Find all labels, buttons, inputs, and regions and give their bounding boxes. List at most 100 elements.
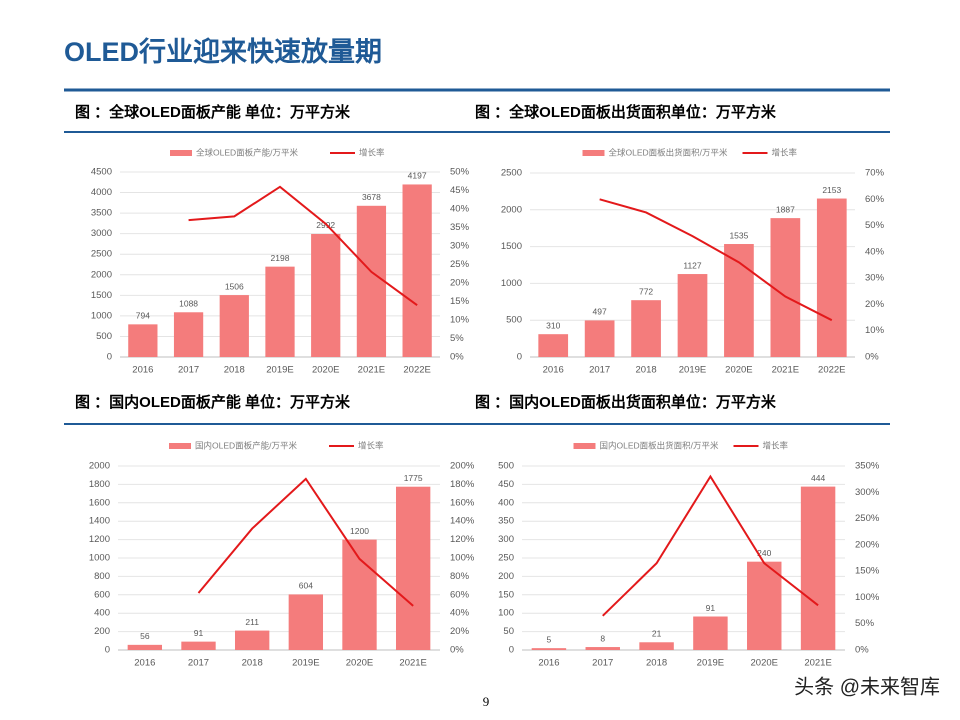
x-tick-label: 2019E	[266, 365, 293, 376]
y-tick-label: 2000	[91, 269, 112, 280]
x-tick-label: 2021E	[772, 365, 799, 376]
y-tick-label: 50	[503, 626, 514, 637]
legend-swatch	[169, 443, 191, 449]
y-tick-label: 500	[96, 331, 112, 342]
y-tick-label: 0	[107, 352, 112, 363]
y2-tick-label: 140%	[450, 516, 475, 527]
y-tick-label: 1500	[91, 290, 112, 301]
value-label: 1535	[729, 230, 748, 240]
y-tick-label: 1000	[89, 553, 110, 564]
y2-tick-label: 45%	[450, 185, 470, 196]
x-tick-label: 2016	[543, 365, 564, 376]
y2-tick-label: 100%	[450, 553, 475, 564]
x-tick-label: 2017	[592, 658, 613, 669]
bar	[770, 218, 801, 357]
bar	[631, 300, 661, 357]
bar	[311, 233, 341, 357]
page-number: 9	[483, 694, 490, 709]
bar	[747, 561, 782, 650]
y2-tick-label: 50%	[865, 220, 885, 231]
y-tick-label: 2500	[91, 249, 112, 260]
y2-tick-label: 300%	[855, 487, 880, 498]
value-label: 211	[245, 617, 259, 627]
value-label: 1088	[179, 299, 198, 309]
x-tick-label: 2019E	[292, 658, 319, 669]
value-label: 91	[706, 603, 716, 613]
y2-tick-label: 160%	[450, 497, 475, 508]
x-tick-label: 2020E	[751, 658, 778, 669]
y2-tick-label: 70%	[865, 168, 885, 179]
slide-title: OLED行业迎来快速放量期	[64, 36, 382, 67]
x-tick-label: 2018	[636, 365, 657, 376]
y-tick-label: 400	[94, 608, 110, 619]
bar	[181, 641, 216, 650]
y-tick-label: 500	[498, 461, 514, 472]
y-tick-label: 3500	[91, 208, 112, 219]
x-tick-label: 2020E	[725, 365, 752, 376]
y-tick-label: 800	[94, 571, 110, 582]
bar	[693, 616, 728, 650]
y-tick-label: 0	[105, 645, 110, 656]
value-label: 2198	[271, 253, 290, 263]
y-tick-label: 2000	[501, 204, 522, 215]
legend-label: 增长率	[772, 147, 798, 157]
x-tick-label: 2018	[646, 658, 667, 669]
y2-tick-label: 120%	[450, 534, 475, 545]
legend-label: 全球OLED面板产能/万平米	[196, 147, 299, 157]
legend-label: 全球OLED面板出货面积/万平米	[609, 147, 729, 157]
y-tick-label: 300	[498, 534, 514, 545]
value-label: 1775	[404, 473, 423, 483]
legend-label: 国内OLED面板产能/万平米	[195, 440, 298, 450]
y-tick-label: 1800	[89, 479, 110, 490]
y-tick-label: 200	[498, 571, 514, 582]
value-label: 21	[652, 629, 662, 639]
value-label: 91	[194, 628, 204, 638]
y2-tick-label: 60%	[865, 194, 885, 205]
y-tick-label: 4500	[91, 167, 112, 178]
value-label: 1127	[683, 260, 702, 270]
y2-tick-label: 40%	[865, 246, 885, 257]
bar	[816, 198, 847, 357]
legend-swatch	[573, 443, 596, 449]
bar	[127, 644, 163, 650]
value-label: 497	[593, 307, 607, 317]
y2-tick-label: 50%	[855, 618, 875, 629]
y-tick-label: 350	[498, 516, 514, 527]
y-tick-label: 400	[498, 497, 514, 508]
bar	[265, 266, 295, 357]
legend-swatch	[170, 150, 192, 156]
value-label: 8	[600, 633, 605, 643]
x-tick-label: 2020E	[312, 365, 339, 376]
y2-tick-label: 60%	[450, 589, 470, 600]
value-label: 56	[140, 631, 150, 641]
x-tick-label: 2021E	[358, 365, 385, 376]
y2-tick-label: 80%	[450, 571, 470, 582]
growth-line	[602, 474, 819, 617]
value-label: 1887	[776, 204, 795, 214]
y2-tick-label: 200%	[855, 539, 880, 550]
value-label: 4197	[408, 171, 427, 181]
value-label: 1200	[350, 526, 369, 536]
y-tick-label: 1000	[501, 278, 522, 289]
y2-tick-label: 15%	[450, 296, 470, 307]
x-tick-label: 2016	[134, 658, 155, 669]
y2-tick-label: 40%	[450, 608, 470, 619]
y2-tick-label: 20%	[450, 626, 470, 637]
bar	[288, 594, 324, 650]
y2-tick-label: 10%	[865, 325, 885, 336]
y-tick-label: 4000	[91, 187, 112, 198]
value-label: 794	[136, 311, 150, 321]
y-tick-label: 1500	[501, 241, 522, 252]
y2-tick-label: 20%	[865, 299, 885, 310]
bar	[677, 274, 708, 357]
chart-caption: 图 ：国内OLED面板出货面积单位：万平方米	[475, 393, 777, 411]
value-label: 444	[811, 473, 825, 483]
bar	[584, 320, 615, 357]
growth-line	[197, 477, 414, 607]
bar	[639, 642, 674, 650]
y-tick-label: 1000	[91, 310, 112, 321]
y2-tick-label: 30%	[450, 241, 470, 252]
bar	[173, 312, 204, 357]
y2-tick-label: 200%	[450, 461, 475, 472]
